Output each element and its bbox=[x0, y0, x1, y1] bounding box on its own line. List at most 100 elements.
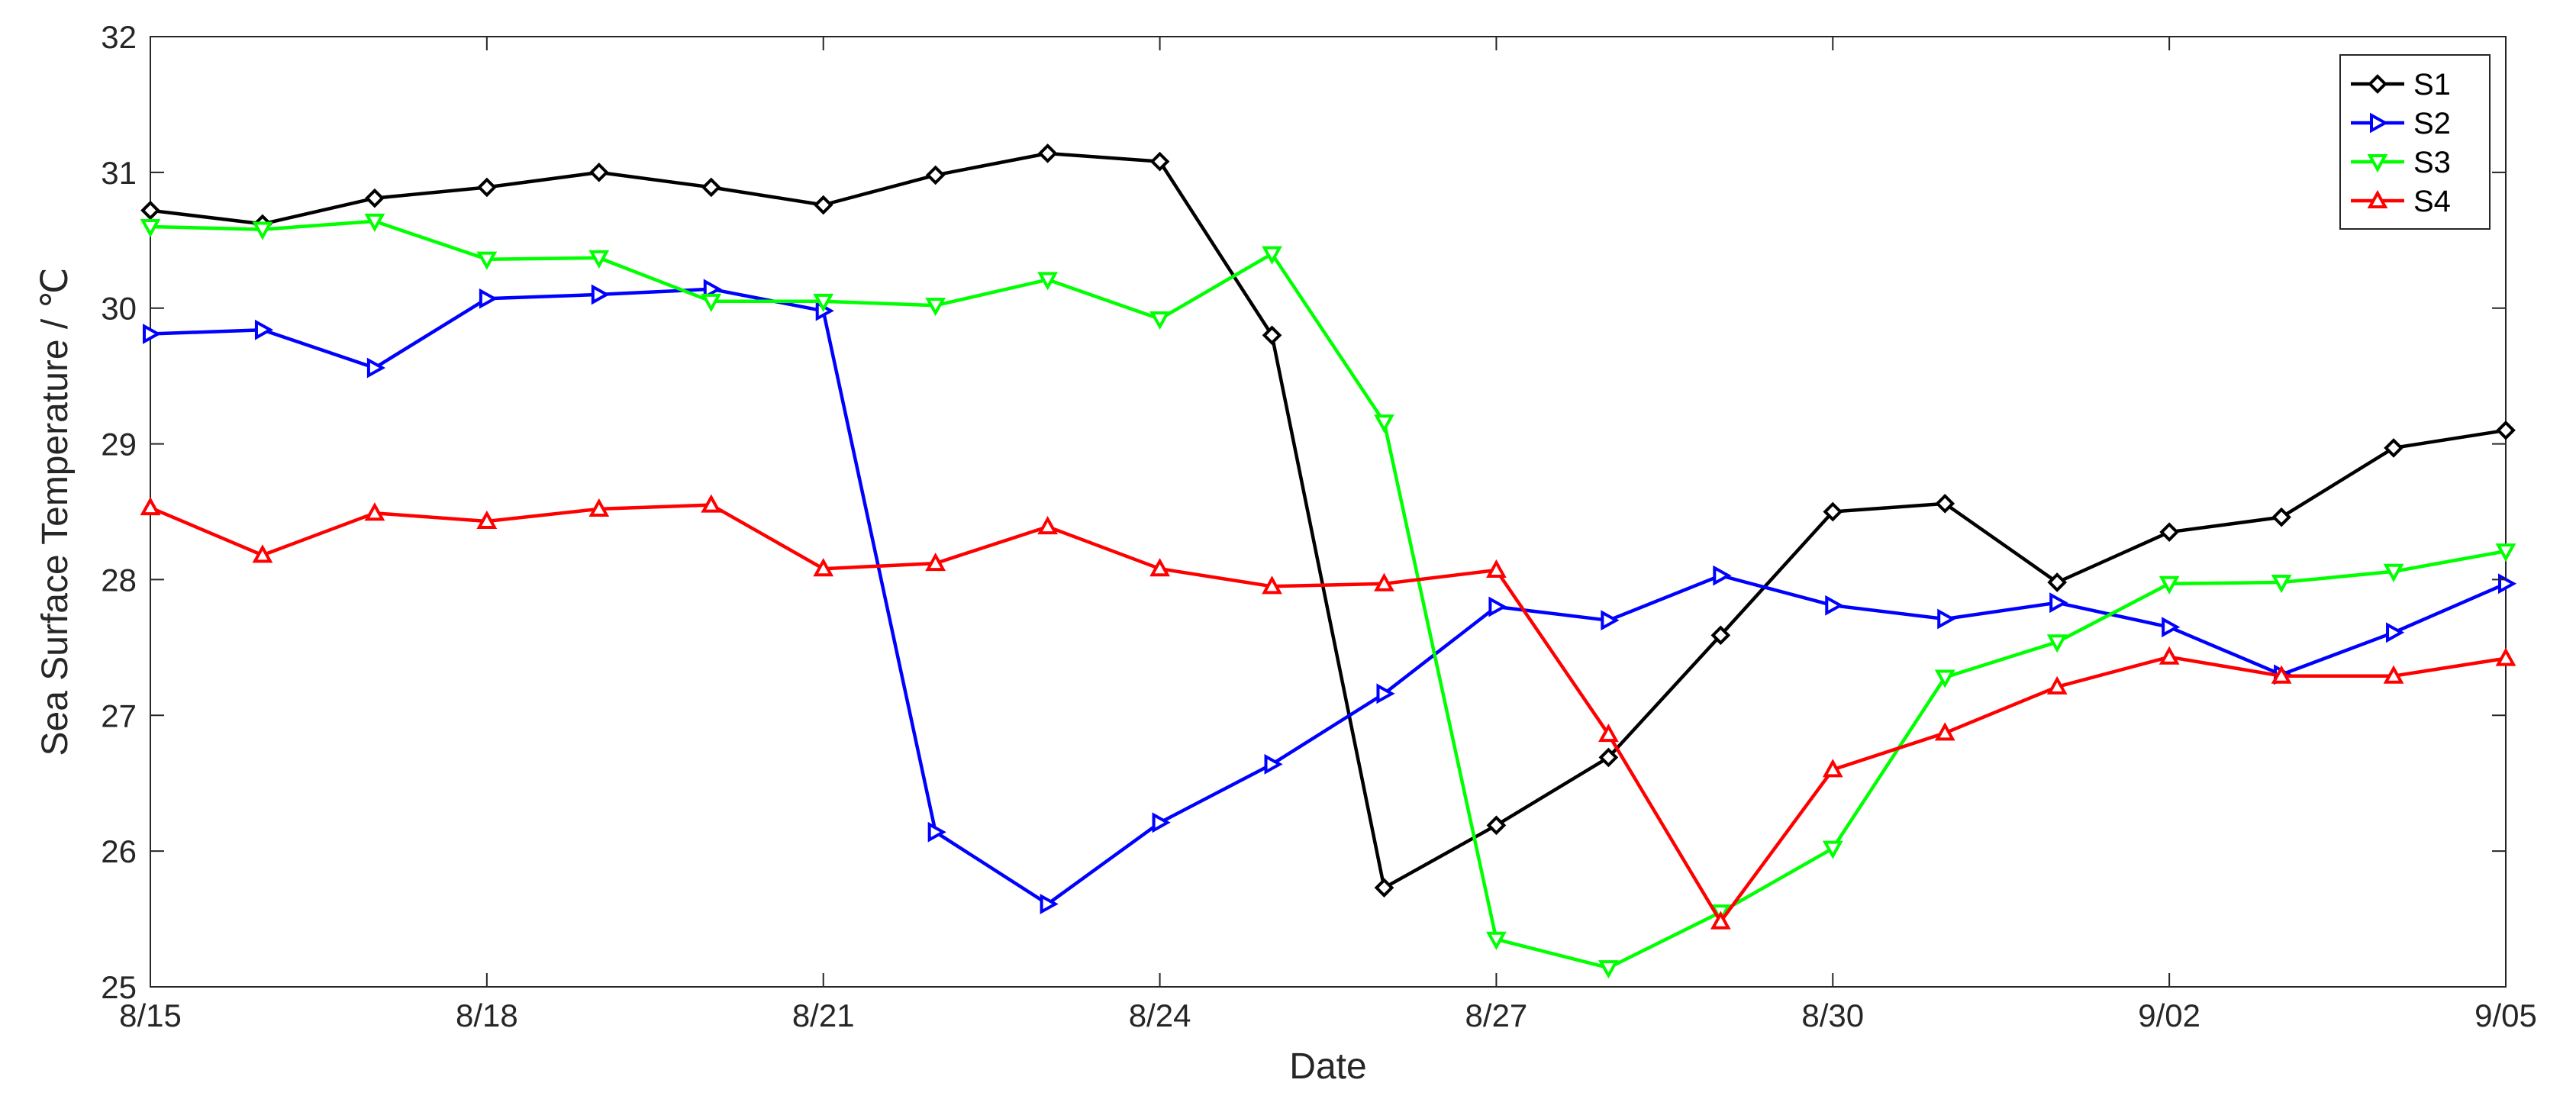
data-point bbox=[254, 319, 274, 340]
data-point bbox=[1262, 325, 1282, 346]
data-point bbox=[925, 552, 946, 572]
data-point bbox=[140, 200, 160, 221]
axes-layer: 25 26 27 28 29 30 31 32 8/15 8/18 8/21 8/24 8/27 8/30… bbox=[101, 19, 2537, 1033]
data-point bbox=[364, 213, 385, 233]
data-point bbox=[2384, 438, 2404, 458]
data-point bbox=[1935, 494, 1955, 514]
data-point bbox=[2368, 74, 2387, 94]
data-point bbox=[588, 163, 609, 182]
data-point bbox=[2495, 543, 2516, 562]
data-point bbox=[2495, 647, 2516, 666]
data-point bbox=[2049, 592, 2068, 614]
data-point bbox=[1822, 759, 1843, 778]
y-tick-label: 26 bbox=[101, 833, 137, 869]
data-point bbox=[2046, 634, 2068, 653]
data-point bbox=[1823, 501, 1843, 522]
legend-label: S4 bbox=[2413, 185, 2451, 218]
y-tick-label: 25 bbox=[101, 969, 137, 1005]
legend-entry: S2 bbox=[2351, 107, 2451, 140]
series-s1 bbox=[140, 143, 2516, 898]
data-point bbox=[252, 544, 273, 563]
x-tick-label: 8/30 bbox=[1801, 998, 1864, 1033]
series-s3 bbox=[140, 213, 2516, 979]
data-point bbox=[1149, 558, 1170, 577]
y-tick-label: 30 bbox=[101, 291, 137, 327]
legend-entry: S4 bbox=[2351, 185, 2451, 218]
data-point bbox=[591, 284, 610, 305]
data-point bbox=[701, 494, 722, 513]
series-line bbox=[150, 219, 2507, 970]
data-point bbox=[1710, 911, 1731, 930]
data-point bbox=[813, 293, 834, 312]
data-point bbox=[2047, 572, 2068, 592]
data-point bbox=[2159, 522, 2179, 543]
data-point bbox=[1149, 311, 1170, 330]
data-point bbox=[476, 251, 498, 270]
legend-label: S2 bbox=[2413, 107, 2451, 140]
data-point bbox=[479, 288, 498, 309]
data-point bbox=[1149, 151, 1170, 172]
data-point bbox=[1262, 575, 1282, 595]
data-point bbox=[140, 219, 161, 238]
data-point bbox=[925, 298, 946, 317]
data-point bbox=[1598, 960, 1619, 979]
data-point bbox=[2271, 665, 2292, 684]
data-point bbox=[2271, 574, 2292, 594]
data-point bbox=[2046, 675, 2068, 695]
y-tick-label: 31 bbox=[101, 155, 137, 191]
data-point bbox=[1486, 559, 1507, 578]
data-point bbox=[701, 177, 721, 198]
data-point bbox=[477, 177, 497, 198]
data-point bbox=[476, 510, 498, 529]
data-point bbox=[1374, 414, 1394, 434]
legend-label: S1 bbox=[2413, 68, 2451, 102]
data-point bbox=[1262, 246, 1282, 265]
data-point bbox=[2383, 665, 2404, 684]
data-point bbox=[1598, 747, 1619, 768]
data-point bbox=[813, 558, 834, 577]
plot-frame bbox=[150, 36, 2507, 988]
data-point bbox=[1488, 596, 1507, 617]
x-tick-label: 8/27 bbox=[1465, 998, 1528, 1033]
data-point bbox=[1710, 625, 1731, 646]
data-point bbox=[1152, 812, 1171, 833]
x-axis-title: Date bbox=[1289, 1046, 1366, 1087]
data-point bbox=[2496, 420, 2516, 440]
legend-label: S3 bbox=[2413, 146, 2451, 179]
data-point bbox=[927, 821, 946, 843]
series-s4 bbox=[140, 494, 2516, 930]
data-point bbox=[1825, 595, 1844, 616]
data-point bbox=[364, 502, 385, 521]
data-point bbox=[366, 357, 386, 379]
series-line bbox=[150, 287, 2507, 906]
data-point bbox=[2162, 617, 2181, 638]
x-tick-label: 8/24 bbox=[1129, 998, 1191, 1033]
data-point bbox=[1037, 515, 1059, 535]
data-point bbox=[2370, 112, 2389, 134]
data-point bbox=[1934, 722, 1955, 741]
data-point bbox=[1713, 565, 1732, 586]
x-tick-label: 9/02 bbox=[2138, 998, 2200, 1033]
data-point bbox=[1374, 572, 1394, 591]
data-point bbox=[1598, 724, 1619, 743]
legend: S1 S2 S3 S4 bbox=[2339, 54, 2491, 230]
data-point bbox=[1037, 272, 1059, 291]
x-tick-label: 8/21 bbox=[792, 998, 855, 1033]
data-point bbox=[1037, 143, 1058, 163]
data-point bbox=[588, 250, 610, 269]
series-layer bbox=[140, 143, 2517, 979]
legend-entry: S3 bbox=[2351, 146, 2451, 179]
legend-entry: S1 bbox=[2351, 68, 2451, 102]
data-point bbox=[1601, 610, 1620, 631]
data-point bbox=[813, 195, 833, 215]
data-point bbox=[701, 293, 722, 312]
data-point bbox=[1486, 815, 1507, 836]
data-point bbox=[140, 497, 161, 516]
data-point bbox=[1486, 931, 1507, 950]
y-tick-label: 32 bbox=[101, 19, 137, 55]
data-point bbox=[1376, 683, 1395, 704]
y-tick-label: 29 bbox=[101, 427, 137, 463]
x-tick-label: 9/05 bbox=[2474, 998, 2537, 1033]
x-tick-label: 8/15 bbox=[119, 998, 182, 1033]
data-point bbox=[1934, 669, 1955, 688]
